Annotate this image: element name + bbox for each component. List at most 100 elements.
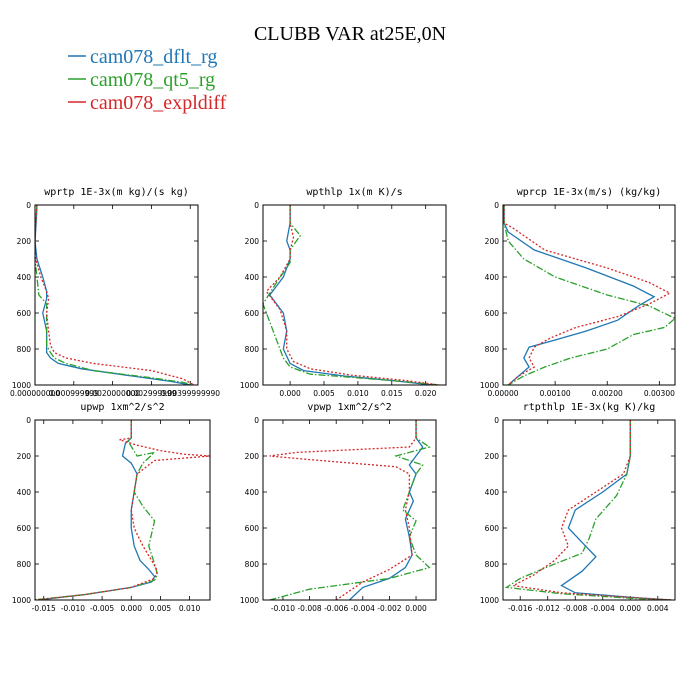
panel-3: wprcp 1E-3x(m/s) (kg/kg) 0.00000 0.00100 0.… xyxy=(480,187,676,398)
x-tick-label: -0.008 xyxy=(297,604,321,613)
x-tick-label: 0.015 xyxy=(381,389,403,398)
y-tick-label: 1000 xyxy=(240,381,259,390)
legend-label-qt5: cam078_qt5_rg xyxy=(90,69,215,91)
x-tick-label: 0.00200 xyxy=(592,389,623,398)
legend-label-dflt: cam078_dflt_rg xyxy=(90,46,217,68)
panel-title: vpwp 1xm^2/s^2 xyxy=(307,402,391,413)
panel-5: vpwp 1xm^2/s^2 -0.010 -0.008 -0.006 -0.004 -0… xyxy=(240,402,437,613)
series-line-cam078_qt5_rg xyxy=(263,205,440,385)
panel-2: wpthlp 1x(m K)/s 0.000 0.005 0.010 0.015 0.02… xyxy=(240,187,447,398)
y-tick-label: 200 xyxy=(245,237,260,246)
x-tick-label: 0.004 xyxy=(647,604,669,613)
figure-title: CLUBB VAR at25E,0N xyxy=(254,23,446,45)
y-tick-label: 1000 xyxy=(12,381,31,390)
plot-frame xyxy=(34,419,211,601)
x-tick-label: -0.006 xyxy=(324,604,348,613)
series-group xyxy=(504,420,672,600)
plot-frame xyxy=(34,204,199,386)
y-tick-label: 600 xyxy=(245,309,260,318)
legend: cam078_dflt_rg cam078_qt5_rg cam078_expl… xyxy=(68,46,227,114)
y-tick-label: 200 xyxy=(17,452,32,461)
series-line-cam078_dflt_rg xyxy=(268,205,433,385)
y-tick-label: 1000 xyxy=(480,596,499,605)
y-tick-label: 1000 xyxy=(12,596,31,605)
x-tick-label: 0.000999999 xyxy=(49,389,99,398)
y-tick-label: 200 xyxy=(17,237,32,246)
y-tick-label: 0 xyxy=(254,201,259,210)
y-tick-label: 400 xyxy=(485,273,500,282)
panel-title: wprtp 1E-3x(m kg)/(s kg) xyxy=(44,187,189,198)
series-line-cam078_dflt_rg xyxy=(503,205,656,385)
x-tick-label: 0.0020000000 xyxy=(85,389,140,398)
series-line-cam078_dflt_rg xyxy=(37,420,156,600)
y-tick-label: 800 xyxy=(17,345,32,354)
x-tick-label: -0.005 xyxy=(90,604,114,613)
series-line-cam078_dflt_rg xyxy=(349,420,424,600)
series-line-cam078_expldiff xyxy=(35,205,195,385)
y-tick-label: 400 xyxy=(245,273,260,282)
series-line-cam078_expldiff xyxy=(511,420,672,600)
x-tick-label: 0.010 xyxy=(347,389,369,398)
series-line-cam078_expldiff xyxy=(269,420,417,600)
x-tick-label: -0.008 xyxy=(563,604,587,613)
series-line-cam078_dflt_rg xyxy=(35,205,191,385)
x-tick-label: 0.000000000 xyxy=(10,389,60,398)
panel-1: wprtp 1E-3x(m kg)/(s kg) 0.0000000000.000… xyxy=(10,187,220,398)
x-tick-label: 0.005 xyxy=(150,604,172,613)
x-tick-label: -0.010 xyxy=(271,604,295,613)
series-line-cam078_expldiff xyxy=(265,205,440,385)
y-tick-label: 1000 xyxy=(480,381,499,390)
x-tick-label: -0.010 xyxy=(61,604,85,613)
y-tick-label: 0 xyxy=(254,416,259,425)
legend-label-expldiff: cam078_expldiff xyxy=(90,92,227,114)
y-tick-label: 400 xyxy=(245,488,260,497)
x-tick-label: -0.016 xyxy=(508,604,532,613)
y-tick-label: 400 xyxy=(17,488,32,497)
series-group xyxy=(269,420,431,600)
series-group xyxy=(263,205,440,385)
y-tick-label: 600 xyxy=(17,309,32,318)
panel-6: rtpthlp 1E-3x(kg K)/kg -0.016 -0.012 -0.008… xyxy=(480,402,676,613)
y-tick-label: 600 xyxy=(17,524,32,533)
series-line-cam078_qt5_rg xyxy=(503,205,675,385)
y-tick-label: 400 xyxy=(485,488,500,497)
x-tick-label: 0.00000 xyxy=(487,389,518,398)
panel-title: upwp 1xm^2/s^2 xyxy=(80,402,164,413)
series-line-cam078_expldiff xyxy=(35,420,210,600)
series-group xyxy=(35,420,210,600)
x-tick-label: 0.000 xyxy=(620,604,642,613)
plot-frame xyxy=(502,419,676,601)
x-tick-label: 0.002999999 xyxy=(126,389,176,398)
y-tick-label: 600 xyxy=(485,309,500,318)
x-tick-label: -0.015 xyxy=(32,604,56,613)
y-tick-label: 200 xyxy=(245,452,260,461)
series-line-cam078_expldiff xyxy=(503,205,672,385)
y-tick-label: 0 xyxy=(26,416,31,425)
y-tick-label: 800 xyxy=(485,345,500,354)
panel-title: rtpthlp 1E-3x(kg K)/kg xyxy=(523,402,655,413)
series-line-cam078_qt5_rg xyxy=(504,420,672,600)
x-tick-label: 0.00399999990 xyxy=(160,389,220,398)
x-tick-label: 0.000 xyxy=(405,604,427,613)
series-line-cam078_qt5_rg xyxy=(35,420,159,600)
y-tick-label: 800 xyxy=(245,345,260,354)
x-tick-label: -0.004 xyxy=(351,604,375,613)
panel-title: wprcp 1E-3x(m/s) (kg/kg) xyxy=(517,187,662,198)
y-tick-label: 200 xyxy=(485,237,500,246)
x-tick-label: 0.00300 xyxy=(644,389,675,398)
y-tick-label: 200 xyxy=(485,452,500,461)
panel-grid: wprtp 1E-3x(m kg)/(s kg)0.0000000000.000… xyxy=(10,187,676,613)
x-tick-label: 0.00100 xyxy=(540,389,571,398)
y-tick-label: 800 xyxy=(245,560,260,569)
y-tick-label: 800 xyxy=(485,560,500,569)
x-tick-label: 0.000 xyxy=(121,604,143,613)
x-tick-label: 0.000 xyxy=(279,389,301,398)
panel-4: upwp 1xm^2/s^2 -0.015 -0.010 -0.005 0.000 0.0… xyxy=(12,402,211,613)
series-line-cam078_dflt_rg xyxy=(560,420,672,600)
y-tick-label: 600 xyxy=(245,524,260,533)
series-line-cam078_qt5_rg xyxy=(35,205,195,385)
y-tick-label: 0 xyxy=(26,201,31,210)
panel-title: wpthlp 1x(m K)/s xyxy=(306,187,402,198)
x-tick-label: 0.020 xyxy=(415,389,437,398)
